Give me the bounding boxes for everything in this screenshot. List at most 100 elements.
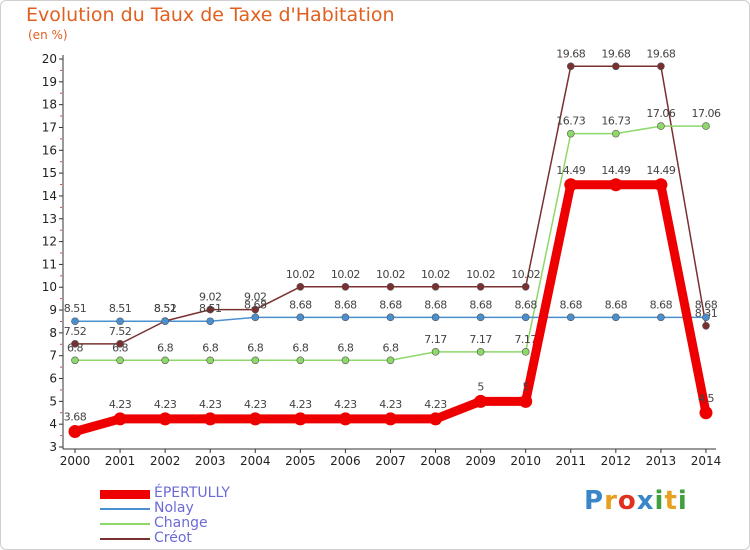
- legend-label: ÉPERTULLY: [154, 485, 230, 501]
- y-tick-label: 17: [42, 120, 57, 134]
- data-label: 19.68: [601, 47, 630, 60]
- y-tick-label: 3: [49, 440, 57, 454]
- data-point: [474, 394, 488, 408]
- data-label: 8.68: [605, 298, 628, 311]
- y-tick-label: 19: [42, 75, 57, 89]
- x-tick-label: 2011: [555, 454, 586, 468]
- data-point: [158, 412, 172, 426]
- data-point: [161, 356, 169, 365]
- data-label: 8.52: [154, 302, 177, 315]
- data-point: [206, 317, 215, 326]
- data-point: [431, 282, 440, 291]
- data-label: 6.8: [382, 341, 398, 354]
- data-point: [113, 412, 127, 426]
- data-label: 14.49: [646, 164, 675, 177]
- data-label: 4.23: [379, 398, 402, 411]
- data-label: 7.17: [514, 333, 537, 346]
- data-point: [699, 406, 713, 420]
- data-label: 4.23: [199, 398, 222, 411]
- data-point: [386, 282, 395, 291]
- x-tick-label: 2001: [105, 454, 136, 468]
- data-point: [521, 348, 530, 356]
- legend-label: Nolay: [154, 500, 194, 516]
- data-point: [206, 356, 215, 365]
- data-label: 7.17: [424, 333, 447, 346]
- x-tick-label: 2000: [60, 454, 91, 468]
- data-point: [702, 122, 710, 130]
- data-label: 14.49: [556, 164, 585, 177]
- data-label: 8.51: [64, 302, 87, 315]
- data-point: [71, 317, 79, 326]
- data-label: 19.68: [646, 47, 675, 60]
- data-label: 4.23: [109, 398, 132, 411]
- data-point: [476, 282, 485, 291]
- data-label: 14.49: [601, 164, 630, 177]
- y-tick-label: 18: [42, 98, 57, 112]
- data-point: [71, 356, 79, 365]
- y-tick-label: 4: [49, 417, 57, 431]
- chart-subtitle: (en %): [28, 28, 68, 42]
- y-tick-label: 8: [49, 326, 57, 340]
- data-point: [657, 62, 665, 71]
- data-label: 8.68: [514, 298, 537, 311]
- data-point: [429, 412, 443, 426]
- data-label: 8.68: [469, 298, 492, 311]
- data-point: [612, 313, 620, 322]
- y-tick-label: 11: [42, 257, 57, 271]
- data-label: 4.23: [334, 398, 357, 411]
- data-label: 6.8: [112, 341, 128, 354]
- x-tick-label: 2012: [601, 454, 632, 468]
- series-line-change: [74, 125, 707, 362]
- data-point: [293, 412, 307, 426]
- data-label: 16.73: [556, 115, 585, 128]
- data-point: [431, 313, 440, 322]
- data-label: 9.02: [199, 291, 222, 304]
- data-label: 10.02: [511, 268, 540, 281]
- y-tick-label: 6: [49, 372, 57, 386]
- legend-swatch: [100, 489, 150, 499]
- data-label: 9.02: [244, 291, 267, 304]
- data-point: [68, 424, 82, 438]
- data-label: 8.68: [289, 298, 312, 311]
- data-label: 5: [522, 380, 529, 393]
- data-point: [383, 412, 397, 426]
- data-point: [116, 340, 124, 348]
- data-point: [702, 322, 710, 330]
- data-label: 10.02: [376, 268, 405, 281]
- legend-item: Créot: [100, 530, 300, 546]
- data-label: 4.23: [244, 398, 267, 411]
- data-point: [296, 356, 305, 365]
- y-tick-label: 10: [42, 280, 57, 294]
- x-tick-label: 2007: [375, 454, 406, 468]
- chart-legend: ÉPERTULLY Nolay Change Créot: [100, 485, 300, 546]
- data-label: 4.5: [698, 392, 714, 405]
- data-label: 8.68: [650, 298, 673, 311]
- data-point: [654, 178, 668, 192]
- x-tick-label: 2002: [150, 454, 181, 468]
- legend-label: Créot: [154, 530, 192, 546]
- y-tick-label: 15: [42, 166, 57, 180]
- x-tick-label: 2005: [285, 454, 316, 468]
- data-point: [341, 282, 350, 291]
- proxiti-logo: Proxiti: [584, 486, 688, 516]
- y-tick-label: 14: [42, 189, 57, 203]
- y-tick-label: 9: [49, 303, 57, 317]
- data-point: [386, 356, 395, 365]
- legend-swatch: [100, 523, 150, 525]
- y-tick-label: 16: [42, 143, 57, 157]
- data-label: 4.23: [154, 398, 177, 411]
- data-point: [657, 122, 665, 130]
- x-tick-label: 2010: [510, 454, 541, 468]
- data-label: 8.68: [424, 298, 447, 311]
- y-tick-label: 7: [49, 349, 57, 363]
- data-label: 8.68: [560, 298, 583, 311]
- legend-label: Change: [154, 515, 208, 531]
- data-label: 8.68: [695, 298, 718, 311]
- data-point: [431, 348, 440, 356]
- data-point: [476, 348, 485, 356]
- data-label: 6.8: [247, 341, 263, 354]
- y-tick-label: 13: [42, 212, 57, 226]
- data-label: 6.8: [292, 341, 308, 354]
- data-point: [612, 62, 620, 71]
- data-point: [161, 317, 169, 326]
